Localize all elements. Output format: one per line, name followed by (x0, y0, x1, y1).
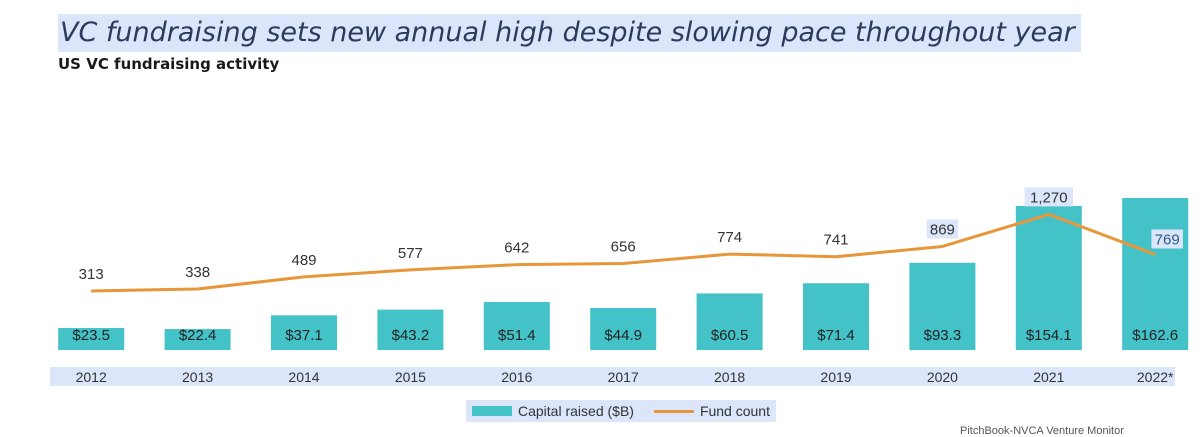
chart-subtitle: US VC fundraising activity (58, 55, 280, 73)
bar-2021 (1015, 205, 1082, 350)
fund-label-2022: 769 (1155, 231, 1180, 248)
legend-swatch-capital (472, 406, 512, 416)
source-note: PitchBook-NVCA Venture Monitor (960, 425, 1124, 437)
fund-label-bg-2022 (1151, 229, 1183, 249)
x-tick-2022: 2022* (1137, 369, 1174, 385)
legend-swatch-fund-count (653, 409, 694, 413)
fund-label-2021: 1,270 (1030, 189, 1068, 206)
fund-label-2019: 741 (823, 232, 848, 249)
fund-label-2016: 642 (504, 240, 529, 257)
x-tick-2012: 2012 (76, 369, 107, 385)
x-tick-2017: 2017 (608, 369, 639, 385)
bar-2022 (1122, 197, 1189, 350)
fund-label-2020: 869 (930, 221, 955, 238)
bar-label-2019: $71.4 (817, 327, 855, 344)
bar-2020 (909, 262, 976, 350)
bar-2016 (483, 301, 550, 350)
legend: Capital raised ($B) Fund count (466, 400, 776, 422)
fund-label-2014: 489 (291, 252, 316, 269)
bar-label-2016: $51.4 (498, 327, 536, 344)
bar-label-2013: $22.4 (179, 327, 217, 344)
bar-2019 (803, 283, 869, 350)
x-tick-2019: 2019 (820, 369, 851, 385)
chart-title: VC fundraising sets new annual high desp… (58, 14, 1081, 52)
x-tick-2016: 2016 (501, 369, 532, 385)
fund-count-line (91, 212, 1156, 293)
x-tick-2020: 2020 (927, 369, 958, 385)
fund-label-2013: 338 (185, 264, 210, 281)
bar-label-2020: $93.3 (924, 327, 962, 344)
x-tick-2014: 2014 (288, 369, 319, 385)
legend-label-fund-count: Fund count (699, 403, 770, 419)
bar-label-2014: $37.1 (285, 327, 323, 344)
bar-label-2021: $154.1 (1026, 327, 1072, 344)
bar-2014 (271, 315, 337, 350)
x-tick-2015: 2015 (395, 369, 426, 385)
fund-label-bg-2020 (926, 219, 959, 239)
bar-label-2012: $23.5 (72, 327, 110, 344)
bar-2015 (377, 309, 444, 350)
bar-label-2018: $60.5 (711, 327, 749, 344)
bar-2013 (164, 329, 231, 350)
bar-label-2015: $43.2 (392, 327, 430, 344)
legend-label-capital: Capital raised ($B) (518, 403, 634, 419)
fund-label-bg-2021 (1024, 187, 1074, 207)
x-tick-2018: 2018 (714, 369, 745, 385)
bar-2017 (590, 308, 657, 350)
bar-2018 (696, 293, 763, 350)
x-tick-2021: 2021 (1033, 369, 1064, 385)
fund-label-2015: 577 (398, 245, 423, 262)
fund-label-2018: 774 (717, 229, 742, 246)
fund-label-2017: 656 (611, 239, 636, 256)
x-axis-band (50, 367, 1175, 386)
x-tick-2013: 2013 (182, 369, 213, 385)
bar-2012 (58, 328, 125, 350)
bar-label-2017: $44.9 (604, 327, 642, 344)
fund-label-2012: 313 (79, 266, 104, 283)
bar-label-2022: $162.6 (1132, 327, 1178, 344)
